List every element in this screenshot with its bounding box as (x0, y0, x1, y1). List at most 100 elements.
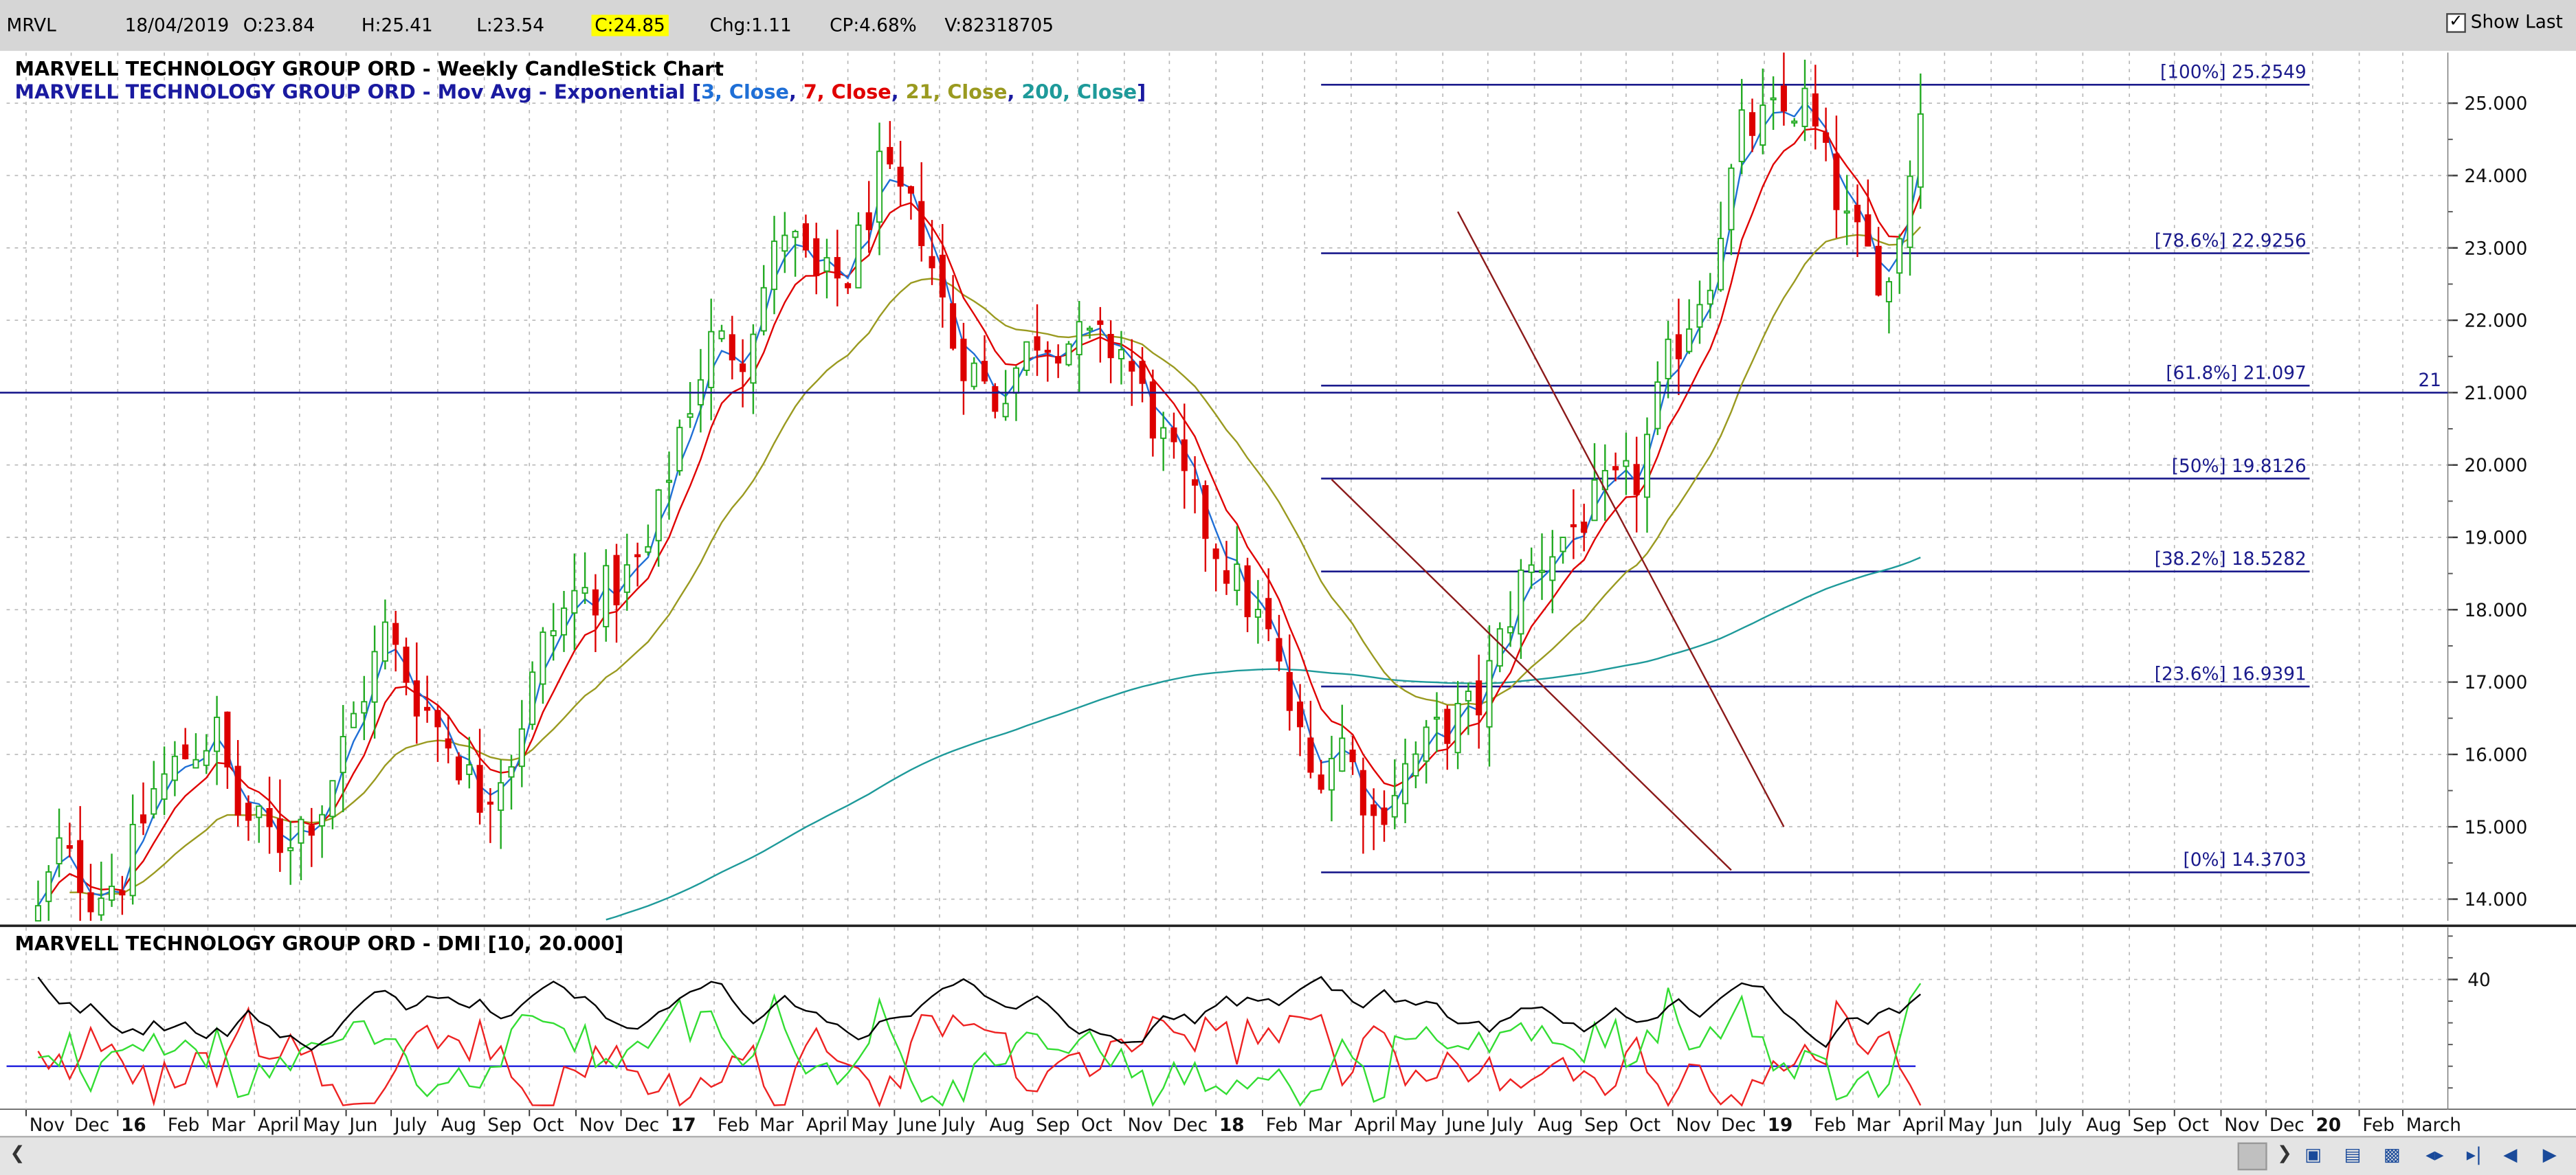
dmi-chart-title: MARVELL TECHNOLOGY GROUP ORD - DMI [10, … (15, 932, 624, 955)
candle-body (1728, 167, 1735, 231)
candle-body (981, 361, 988, 382)
candle (1643, 417, 1651, 533)
candle (1107, 320, 1114, 383)
show-last-checkbox[interactable]: ✓ (2445, 12, 2466, 32)
candle-body (1686, 328, 1693, 352)
candle (1907, 160, 1913, 276)
x-axis-label: Oct (2178, 1115, 2209, 1136)
x-axis-label: April (1355, 1115, 1396, 1136)
fib-level-label: [0%] 14.3703 (2183, 850, 2306, 871)
price-tick-label: 16.000 (2464, 745, 2527, 765)
candle (1212, 543, 1219, 592)
candle-body (329, 780, 336, 818)
candle-body (1328, 757, 1335, 791)
candle-body (676, 427, 683, 472)
x-axis-label: Nov (2224, 1115, 2259, 1136)
candle-body (1160, 427, 1167, 439)
candle (1254, 580, 1261, 644)
candle-body (1907, 175, 1913, 248)
candle (1076, 300, 1082, 392)
candle-body (1612, 466, 1619, 471)
candle-body (276, 818, 283, 853)
candle (1170, 412, 1177, 459)
x-axis-label: Dec (74, 1115, 109, 1136)
x-axis-label: Nov (1676, 1115, 1711, 1136)
candle (434, 705, 441, 762)
candle-body (319, 814, 326, 827)
candle-body (1896, 238, 1903, 274)
candle (1160, 412, 1167, 471)
candle-body (970, 362, 977, 388)
x-axis-label: Sep (1584, 1115, 1619, 1136)
candle-body (1244, 565, 1251, 618)
candle-body (571, 590, 578, 614)
horizontal-scrollbar[interactable]: ❮ ❯ ▣ ▤ ▩ ◂▸ ▸| ◀ ▶ (0, 1136, 2576, 1175)
candle (865, 181, 872, 253)
candle-body (1381, 807, 1388, 825)
price-tick-label: 20.000 (2464, 456, 2527, 476)
x-axis-label: Sep (2133, 1115, 2167, 1136)
candle-body (1391, 794, 1398, 818)
candle (1718, 201, 1724, 292)
candle-body (613, 555, 620, 605)
zoom-out-icon[interactable]: ▤ (2344, 1144, 2362, 1166)
candle-body (918, 201, 925, 247)
candle (1612, 452, 1619, 482)
candle (266, 776, 273, 854)
x-axis-label: 19 (1768, 1115, 1793, 1136)
x-axis-label: Mar (1308, 1115, 1342, 1136)
candle-body (1097, 320, 1104, 325)
candle (1486, 625, 1493, 767)
price-tick-label: 21.000 (2464, 383, 2527, 404)
candle-body (1812, 93, 1819, 127)
candle (1181, 403, 1188, 509)
step-right-icon[interactable]: ▶ (2542, 1144, 2557, 1166)
x-axis-label: April (806, 1115, 847, 1136)
candle (1307, 700, 1314, 779)
scroll-thumb[interactable] (2237, 1142, 2267, 1171)
candle (1433, 692, 1441, 752)
scroll-left-icon[interactable]: ❮ (10, 1142, 25, 1164)
scroll-end-icon[interactable]: ▸| (2466, 1144, 2482, 1166)
candle-body (1559, 537, 1566, 552)
zoom-in-icon[interactable]: ▣ (2305, 1144, 2322, 1166)
volume-label: V:82318705 (944, 14, 1054, 36)
scroll-both-icon[interactable]: ◂▸ (2425, 1144, 2444, 1166)
x-axis-label: Aug (2086, 1115, 2121, 1136)
x-axis-label: May (303, 1115, 340, 1136)
x-axis-label: May (851, 1115, 888, 1136)
candle (403, 637, 410, 695)
candle (518, 700, 525, 787)
candle (540, 627, 546, 704)
candle-body (1359, 770, 1366, 816)
scroll-right-icon[interactable]: ❯ (2276, 1142, 2292, 1164)
candle (992, 383, 999, 418)
candle (571, 553, 578, 650)
show-last-toggle[interactable]: ✓ Show Last (2445, 12, 2563, 33)
candle-body (1318, 774, 1324, 790)
candle-body (413, 680, 420, 717)
candle (823, 238, 830, 299)
candle-body (98, 897, 104, 916)
candle (119, 875, 126, 915)
candle (1297, 684, 1304, 757)
candle-body (792, 230, 799, 238)
candle-body (1738, 109, 1745, 162)
candle-body (161, 773, 168, 800)
candle-body (1528, 564, 1535, 573)
candle (1865, 179, 1872, 247)
x-axis-label: Dec (2269, 1115, 2305, 1136)
zoom-fit-icon[interactable]: ▩ (2383, 1144, 2401, 1166)
candle-body (529, 671, 536, 726)
price-tick-label: 18.000 (2464, 601, 2527, 621)
candle (981, 335, 988, 384)
candle (1570, 489, 1577, 559)
candle-body (1854, 204, 1861, 223)
candle (1328, 735, 1335, 822)
step-left-icon[interactable]: ◀ (2503, 1144, 2518, 1166)
candle-body (560, 607, 568, 636)
x-axis-label: Aug (1537, 1115, 1573, 1136)
candle (687, 381, 693, 428)
x-axis-label: Feb (1266, 1115, 1298, 1136)
candle-body (802, 223, 809, 251)
